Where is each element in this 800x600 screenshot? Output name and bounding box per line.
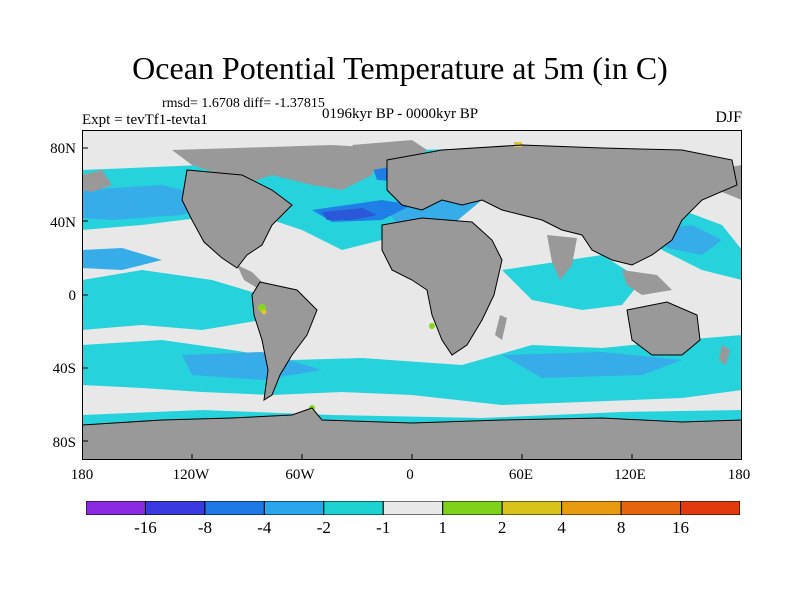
colorbar-box xyxy=(382,501,444,515)
rmsd-diff-stats: rmsd= 1.6708 diff= -1.37815 xyxy=(162,96,325,111)
colorbar-box xyxy=(323,501,384,515)
lat-tick-40n: 40N xyxy=(50,215,76,231)
colorbar-label: 4 xyxy=(557,518,566,537)
colorbar-box xyxy=(561,501,622,515)
axis-ticks xyxy=(82,147,633,460)
map-title: Ocean Potential Temperature at 5m (in C) xyxy=(132,50,668,86)
lon-tick-180e: 180 xyxy=(727,467,751,483)
lon-tick-0: 0 xyxy=(406,467,414,483)
ocean-temperature-map xyxy=(82,130,742,460)
colorbar-box xyxy=(204,501,265,515)
season-label: DJF xyxy=(715,109,742,126)
colorbar-box xyxy=(501,501,563,515)
experiment-label: Expt = tevTf1-tevta1 xyxy=(82,112,208,128)
lat-tick-40s: 40S xyxy=(52,361,76,377)
colorbar-box xyxy=(620,501,682,515)
lon-tick-180w: 180 xyxy=(70,467,94,483)
colorbar-label: 2 xyxy=(497,518,507,537)
colorbar-box xyxy=(442,501,503,515)
lat-tick-0: 0 xyxy=(68,288,77,304)
colorbar-label: -8 xyxy=(197,518,212,537)
coastlines xyxy=(82,144,742,426)
period-label: 0196kyr BP - 0000kyr BP xyxy=(322,106,479,122)
colorbar-label: -2 xyxy=(316,518,331,537)
colorbar-label: 16 xyxy=(672,518,690,537)
land-layer xyxy=(82,140,742,460)
colorbar-label: -4 xyxy=(257,518,272,537)
colorbar-label: 1 xyxy=(438,518,447,537)
colorbar-box xyxy=(263,501,325,515)
lat-tick-80s: 80S xyxy=(52,435,76,451)
colorbar-box xyxy=(680,501,740,515)
lon-tick-60e: 60E xyxy=(508,467,534,483)
lon-tick-120w: 120W xyxy=(172,467,210,483)
colorbar-box xyxy=(144,501,206,515)
colorbar-label: -16 xyxy=(134,518,157,537)
lat-tick-80n: 80N xyxy=(50,141,76,157)
colorbar xyxy=(86,501,740,515)
lon-tick-120e: 120E xyxy=(614,467,646,483)
colorbar-label: 8 xyxy=(616,518,626,537)
colorbar-box xyxy=(86,501,146,515)
colorbar-label: -1 xyxy=(376,518,391,537)
lon-tick-60w: 60W xyxy=(285,467,315,483)
